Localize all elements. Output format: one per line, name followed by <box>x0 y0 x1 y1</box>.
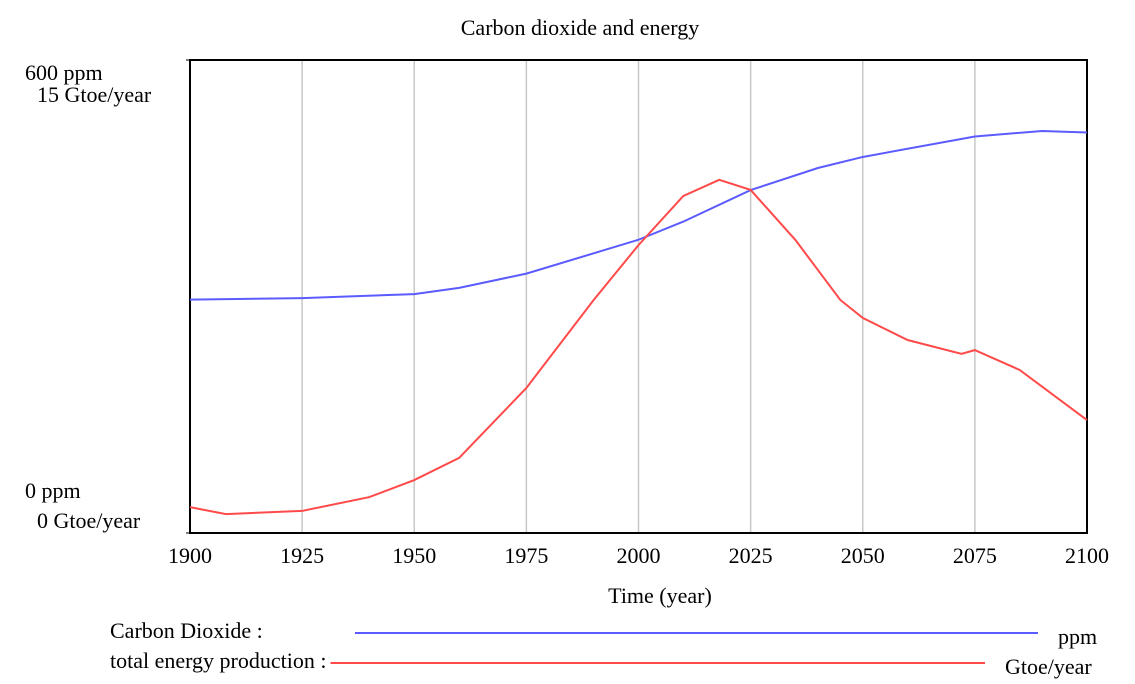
legend-label: Carbon Dioxide : <box>110 618 263 643</box>
y-tick-label: 0 Gtoe/year <box>37 508 141 533</box>
x-tick-label: 1950 <box>392 543 436 568</box>
x-tick-label: 1975 <box>504 543 548 568</box>
series-line <box>189 129 1088 301</box>
y-tick-label: 600 ppm <box>25 60 103 85</box>
x-tick-label: 1925 <box>280 543 324 568</box>
x-tick-label: 2050 <box>841 543 885 568</box>
chart-title: Carbon dioxide and energy <box>461 15 699 40</box>
plot-frame <box>189 59 1088 534</box>
x-tick-label: 2000 <box>617 543 661 568</box>
legend-unit: Gtoe/year <box>1005 654 1092 679</box>
y-tick-label: 15 Gtoe/year <box>37 82 152 107</box>
x-tick-label: 2100 <box>1065 543 1109 568</box>
x-tick-label: 1900 <box>168 543 212 568</box>
legend-label: total energy production : <box>110 648 327 673</box>
x-axis-label: Time (year) <box>608 583 712 608</box>
series-line <box>189 178 1088 516</box>
x-tick-label: 2025 <box>729 543 773 568</box>
legend-unit: ppm <box>1058 624 1097 649</box>
x-tick-label: 2075 <box>953 543 997 568</box>
y-tick-label: 0 ppm <box>25 478 81 503</box>
